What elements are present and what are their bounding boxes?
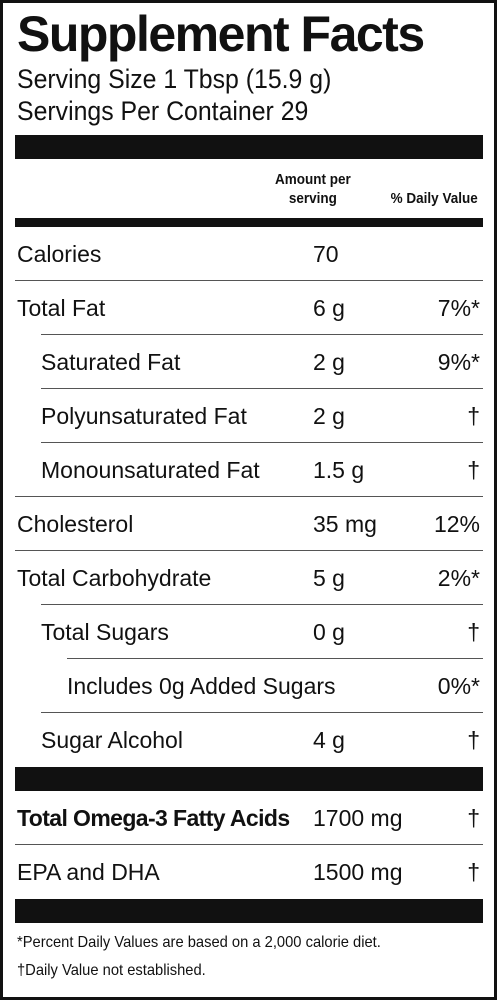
nutrient-amount: 1.5 g: [313, 457, 365, 483]
label-title: Supplement Facts: [17, 6, 425, 62]
nutrient-row-total-carbohydrate: Total Carbohydrate 5 g 2%*: [17, 551, 483, 605]
nutrient-row-cholesterol: Cholesterol 35 mg 12%: [15, 497, 483, 551]
nutrient-name: Saturated Fat: [41, 349, 181, 375]
nutrient-name: Polyunsaturated Fat: [41, 403, 247, 429]
nutrient-daily-value: †: [467, 457, 480, 483]
servings-per-container: Servings Per Container 29: [17, 96, 309, 126]
nutrient-amount: 1700 mg: [313, 805, 403, 831]
nutrient-row-monounsaturated-fat: Monounsaturated Fat 1.5 g †: [15, 443, 483, 497]
nutrient-amount: 2 g: [313, 403, 345, 429]
amount-header-line2: serving: [288, 190, 337, 207]
nutrient-amount: 1500 mg: [313, 859, 403, 885]
bottom-divider-bar: [15, 899, 483, 923]
nutrient-daily-value: †: [467, 403, 480, 429]
nutrient-name: Includes 0g Added Sugars: [67, 673, 336, 699]
nutrient-amount: 35 mg: [313, 511, 377, 537]
row-divider: [15, 844, 483, 845]
row-divider: [41, 334, 483, 335]
middle-divider-bar: [15, 767, 483, 791]
nutrient-amount: 2 g: [313, 349, 345, 375]
nutrient-name: Total Fat: [17, 295, 106, 321]
nutrient-daily-value: 9%*: [437, 349, 480, 375]
column-header: Amount per serving % Daily Value: [17, 159, 482, 218]
nutrient-daily-value: †: [467, 859, 480, 885]
row-divider: [67, 658, 483, 659]
nutrient-daily-value: 0%*: [437, 673, 480, 699]
nutrient-row-calories: Calories 70: [15, 227, 483, 281]
amount-per-serving-header: Amount per serving: [275, 170, 351, 208]
nutrient-amount: 70: [313, 241, 339, 267]
nutrient-name: Total Carbohydrate: [17, 565, 212, 591]
footnotes: *Percent Daily Values are based on a 2,0…: [17, 923, 445, 985]
dagger-footnote: †Daily Value not established.: [17, 962, 206, 979]
row-divider: [15, 550, 483, 551]
header-divider: [15, 218, 483, 227]
nutrient-name: Sugar Alcohol: [41, 727, 183, 753]
nutrient-amount: 4 g: [313, 727, 345, 753]
row-divider: [41, 442, 483, 443]
nutrient-daily-value: 7%*: [437, 295, 480, 321]
nutrient-daily-value: 2%*: [437, 565, 480, 591]
nutrient-row-added-sugars: Includes 0g Added Sugars 0%*: [17, 659, 483, 713]
nutrient-daily-value: †: [467, 619, 480, 645]
nutrient-name: Monounsaturated Fat: [41, 457, 260, 483]
row-divider: [15, 496, 483, 497]
row-divider: [15, 280, 483, 281]
daily-value-header: % Daily Value: [390, 190, 478, 207]
top-divider-bar: [15, 135, 483, 159]
nutrient-row-sugar-alcohol: Sugar Alcohol 4 g †: [17, 713, 482, 767]
row-divider: [41, 712, 483, 713]
nutrient-amount: 0 g: [313, 619, 345, 645]
nutrient-row-polyunsaturated-fat: Polyunsaturated Fat 2 g †: [17, 389, 483, 443]
nutrient-daily-value: 12%: [433, 511, 480, 537]
nutrient-daily-value: †: [467, 805, 480, 831]
nutrient-row-omega-3: Total Omega-3 Fatty Acids 1700 mg †: [15, 791, 483, 845]
amount-header-line1: Amount per: [275, 171, 351, 188]
nutrient-amount: 5 g: [313, 565, 345, 591]
serving-size: Serving Size 1 Tbsp (15.9 g): [17, 64, 332, 94]
row-divider: [41, 388, 483, 389]
nutrient-amount: 6 g: [313, 295, 345, 321]
nutrient-name: Total Omega-3 Fatty Acids: [17, 805, 290, 831]
nutrient-name: EPA and DHA: [17, 859, 160, 885]
nutrient-row-total-fat: Total Fat 6 g 7%*: [17, 281, 483, 335]
nutrient-row-epa-dha: EPA and DHA 1500 mg †: [17, 845, 482, 899]
nutrient-name: Cholesterol: [17, 511, 134, 537]
nutrient-name: Total Sugars: [41, 619, 169, 645]
nutrient-daily-value: †: [467, 727, 480, 753]
nutrient-row-total-sugars: Total Sugars 0 g †: [17, 605, 483, 659]
nutrient-row-saturated-fat: Saturated Fat 2 g 9%*: [17, 335, 483, 389]
nutrient-name: Calories: [17, 241, 102, 267]
percent-daily-value-footnote: *Percent Daily Values are based on a 2,0…: [17, 934, 381, 951]
row-divider: [41, 604, 483, 605]
